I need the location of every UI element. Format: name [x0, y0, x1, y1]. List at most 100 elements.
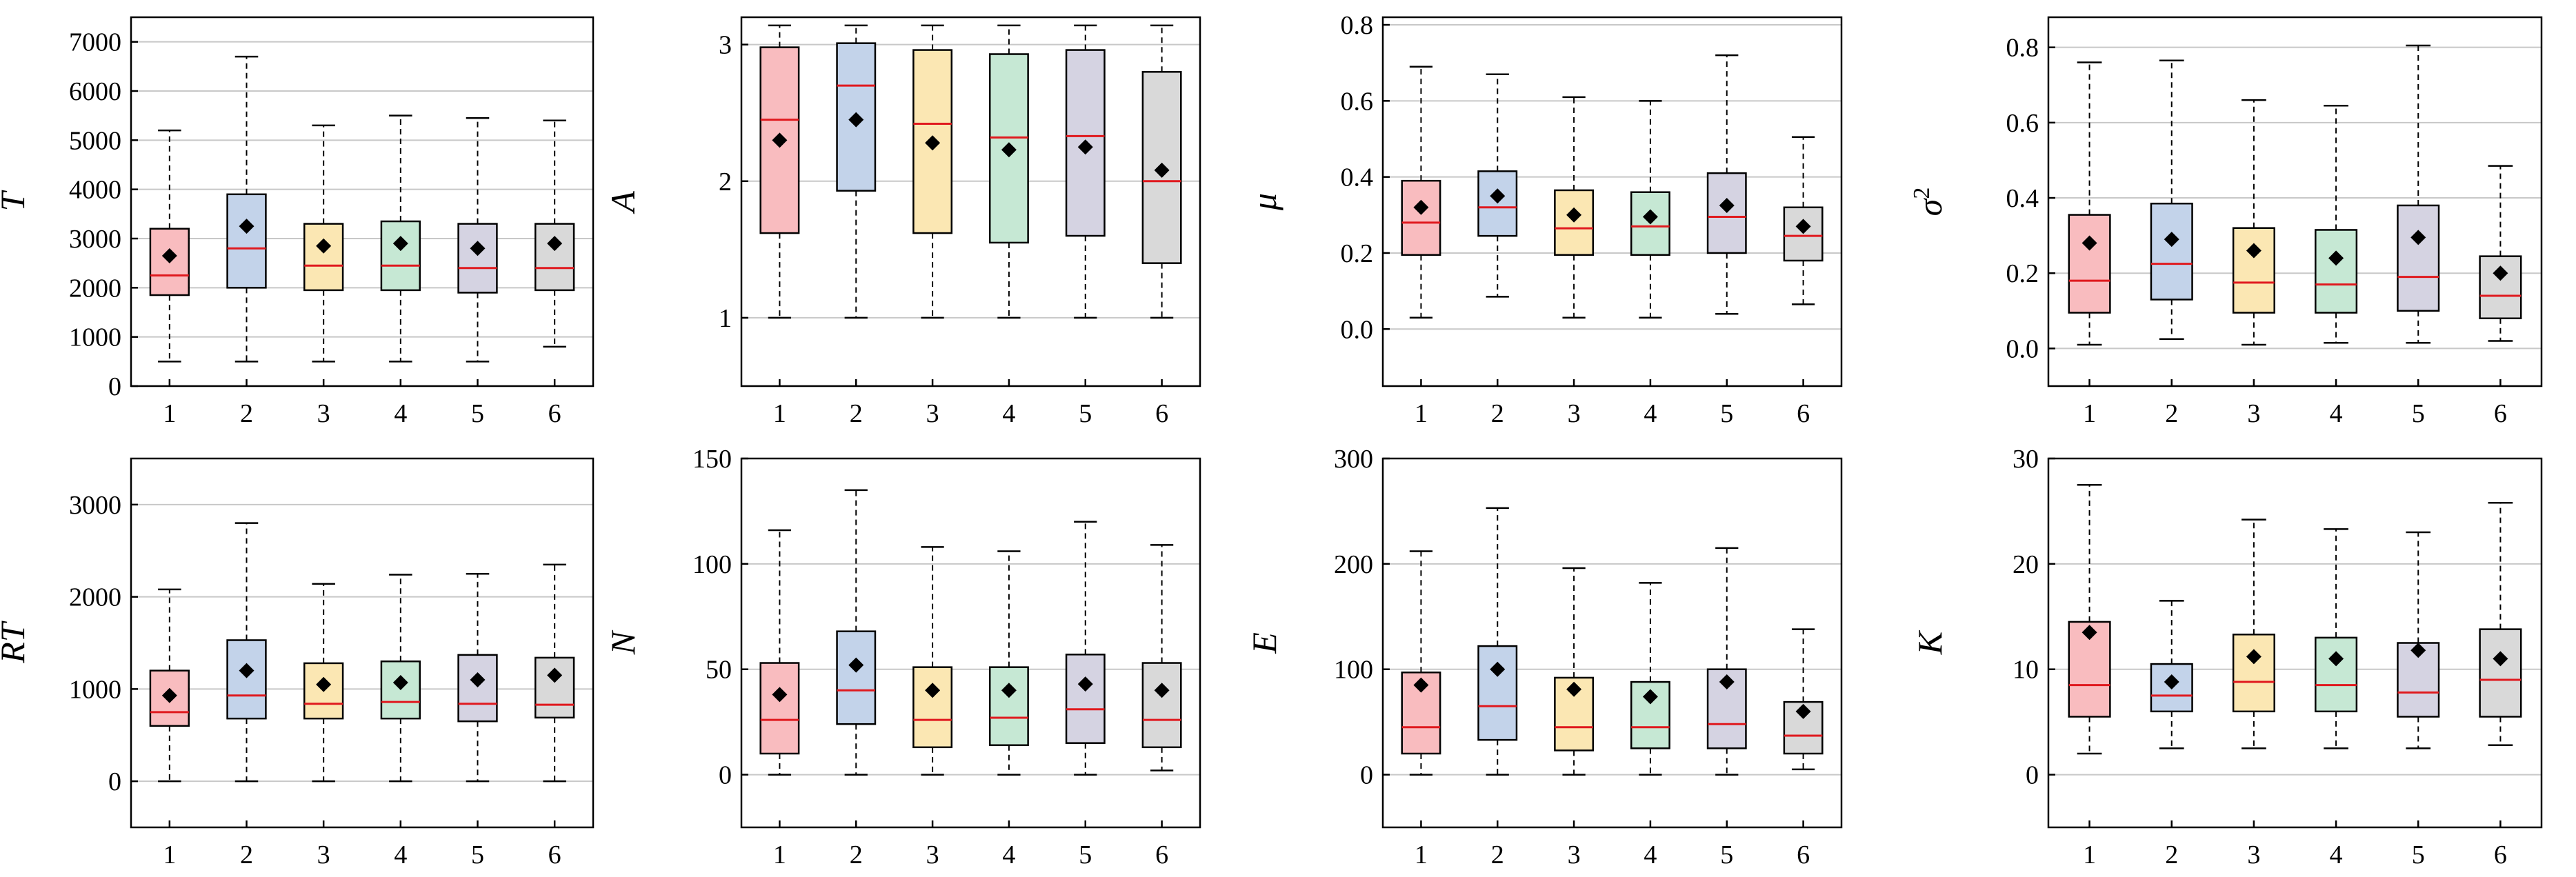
mean-marker: [1642, 689, 1658, 705]
x-tick-label: 3: [317, 399, 330, 428]
y-tick-label: 2000: [69, 583, 121, 612]
y-tick-label: 0.2: [2006, 259, 2039, 288]
x-tick-label: 1: [163, 399, 176, 428]
mean-marker: [1719, 674, 1735, 690]
mean-marker: [1154, 162, 1170, 178]
panel-2: 1 2 3 1 2 3 4 5 6 A: [603, 16, 1201, 428]
panel-8: 0 10 20 30 1 2 3 4 5 6 K: [1910, 445, 2543, 869]
box-body: [226, 639, 267, 720]
x-tick-label: 4: [394, 399, 407, 428]
mean-marker: [161, 248, 177, 263]
box-body: [2150, 202, 2193, 301]
x-tick-label: 2: [850, 399, 863, 428]
box-3: [1554, 567, 1595, 776]
y-tick-label: 3000: [69, 225, 121, 254]
x-tick-label: 6: [1797, 840, 1810, 869]
y-tick-label: 3000: [69, 491, 121, 520]
mean-marker: [772, 687, 788, 703]
plot-frame: [130, 457, 595, 829]
y-axis-label: σ2: [1909, 188, 1950, 216]
box-1: [149, 588, 190, 783]
x-tick-label: 4: [394, 840, 407, 869]
mean-marker: [470, 241, 486, 256]
plot-frame: [1381, 457, 1843, 829]
mean-marker: [2328, 651, 2344, 667]
panel-5: 0 1000 2000 3000 1 2 3 4 5 6 RT: [0, 457, 595, 869]
panel-4: 0.0 0.2 0.4 0.6 0.8 1 2 3 4 5 6 σ2: [1909, 16, 2543, 428]
y-tick-label: 1: [719, 304, 732, 333]
mean-marker: [547, 236, 563, 252]
box-body: [836, 630, 877, 725]
panel-7: 0 100 200 300 1 2 3 4 5 6 E: [1245, 445, 1843, 869]
box-body: [2397, 204, 2440, 312]
x-tick-label: 5: [1720, 399, 1733, 428]
box-5: [2397, 44, 2440, 344]
box-4: [988, 550, 1029, 776]
x-tick-label: 6: [1155, 399, 1168, 428]
x-tick-label: 5: [1079, 840, 1092, 869]
mean-marker: [2410, 230, 2426, 245]
box-body: [2315, 636, 2358, 713]
x-tick-label: 3: [2247, 840, 2260, 869]
box-6: [1141, 24, 1182, 319]
x-tick-label: 2: [850, 840, 863, 869]
x-tick-label: 3: [1568, 399, 1581, 428]
mean-marker: [1490, 188, 1506, 204]
box-2: [1477, 507, 1518, 776]
mean-marker: [925, 135, 941, 151]
box-body: [2232, 634, 2275, 713]
box-4: [2315, 528, 2358, 749]
x-tick-label: 1: [1415, 399, 1428, 428]
y-tick-label: 0: [1360, 761, 1373, 790]
x-tick-label: 3: [926, 840, 939, 869]
box-4: [2315, 105, 2358, 344]
y-axis-label: A: [603, 191, 642, 214]
box-1: [149, 129, 190, 363]
box-body: [457, 654, 498, 723]
mean-marker: [1490, 661, 1506, 677]
y-tick-label: 100: [692, 550, 732, 579]
x-tick-label: 5: [1079, 399, 1092, 428]
box-2: [226, 522, 267, 783]
plot-frame: [2047, 457, 2543, 829]
mean-marker: [2081, 625, 2097, 641]
plot-frame: [130, 16, 595, 387]
x-tick-label: 6: [548, 399, 561, 428]
x-tick-label: 2: [240, 399, 253, 428]
box-2: [836, 24, 877, 319]
y-tick-label: 0: [2026, 761, 2039, 790]
mean-marker: [925, 683, 941, 698]
y-axis-label: N: [603, 629, 642, 655]
x-tick-label: 1: [2083, 399, 2096, 428]
mean-marker: [1077, 676, 1093, 692]
box-5: [457, 572, 498, 783]
box-1: [759, 529, 800, 776]
box-5: [1706, 547, 1747, 776]
mean-marker: [1001, 142, 1017, 158]
y-axis-label: RT: [0, 621, 32, 664]
y-tick-label: 4000: [69, 176, 121, 205]
y-tick-label: 3: [719, 31, 732, 60]
mean-marker: [848, 112, 864, 128]
box-body: [1706, 172, 1747, 254]
mean-marker: [161, 687, 177, 703]
box-body: [759, 662, 800, 755]
box-body: [2315, 229, 2358, 314]
plot-frame: [740, 16, 1201, 387]
x-tick-label: 4: [1002, 399, 1015, 428]
y-tick-label: 0: [719, 761, 732, 790]
box-body: [1477, 645, 1518, 741]
box-1: [1401, 550, 1441, 776]
box-2: [1477, 73, 1518, 298]
x-tick-label: 5: [471, 840, 484, 869]
x-tick-label: 2: [1491, 840, 1504, 869]
x-tick-label: 1: [773, 399, 786, 428]
mean-marker: [1795, 703, 1811, 719]
y-axis-label-superscript: 2: [1909, 188, 1935, 199]
box-3: [1554, 96, 1595, 319]
x-tick-label: 4: [1002, 840, 1015, 869]
y-tick-label: 100: [1334, 656, 1373, 685]
box-4: [1630, 582, 1670, 776]
mean-marker: [239, 219, 254, 234]
mean-marker: [848, 657, 864, 673]
